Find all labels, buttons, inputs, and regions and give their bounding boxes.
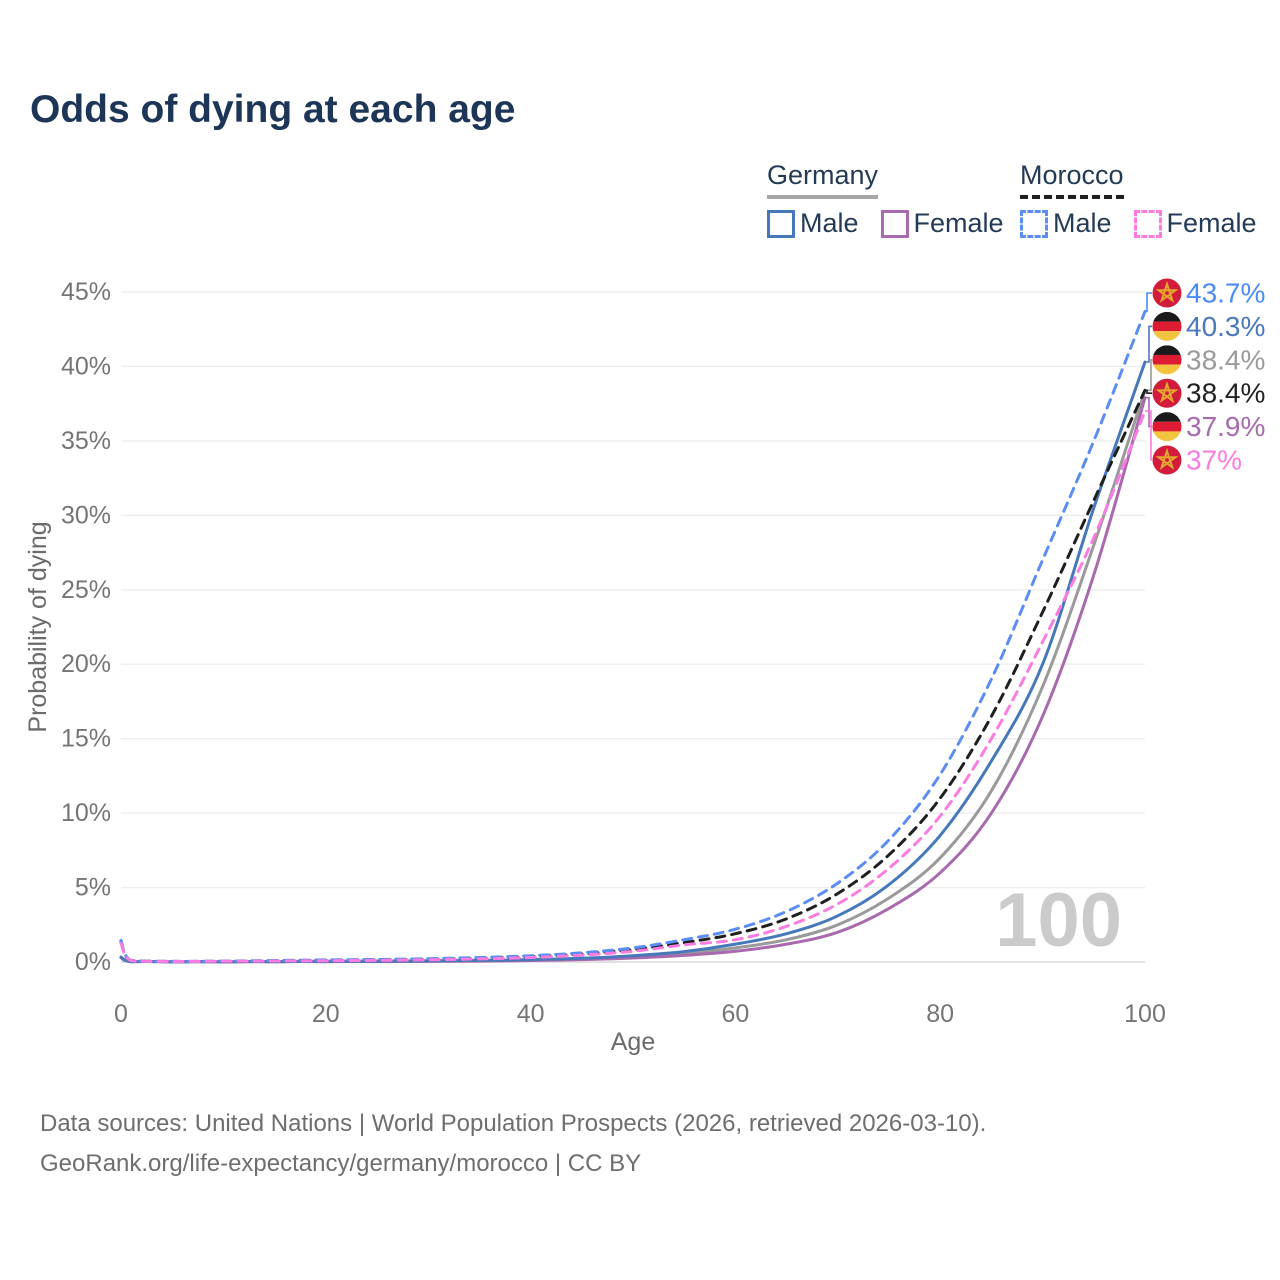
- legend-germany-male-label: Male: [800, 208, 859, 238]
- legend-germany-male[interactable]: Male: [767, 208, 859, 239]
- x-tick-label: 0: [114, 1000, 128, 1028]
- end-label-value-morocco-female: 37%: [1186, 445, 1242, 476]
- y-tick-label: 25%: [61, 576, 111, 604]
- germany-male-swatch-icon: [767, 209, 795, 238]
- legend-group-morocco: Morocco Male Female: [1020, 160, 1257, 239]
- data-sources-line1: Data sources: United Nations | World Pop…: [40, 1110, 987, 1137]
- plot-area[interactable]: [121, 292, 1145, 962]
- end-label-connector-morocco-female: [1145, 410, 1152, 461]
- x-axis-title: Age: [611, 1028, 655, 1056]
- morocco-flag-icon: [1152, 378, 1182, 408]
- series-line-morocco-male: [119, 309, 1147, 963]
- y-tick-label: 5%: [75, 874, 111, 902]
- series-line-morocco-female: [119, 409, 1147, 964]
- x-tick-label: 20: [312, 1000, 340, 1028]
- morocco-flag-icon: [1152, 278, 1182, 308]
- germany-female-swatch-icon: [880, 209, 909, 238]
- y-tick-label: 35%: [61, 427, 111, 455]
- legend-morocco-male-label: Male: [1053, 208, 1112, 238]
- end-label-value-germany-male: 40.3%: [1186, 311, 1265, 342]
- germany-flag-icon: [1152, 345, 1182, 375]
- y-tick-label: 45%: [61, 278, 111, 306]
- end-label-connector-germany-both: [1145, 359, 1152, 392]
- legend-germany-female-label: Female: [913, 208, 1004, 238]
- data-sources: Data sources: United Nations | World Pop…: [40, 1104, 986, 1184]
- end-label-value-morocco-both: 38.4%: [1186, 378, 1265, 409]
- data-sources-line2[interactable]: GeoRank.org/life-expectancy/germany/moro…: [40, 1150, 642, 1177]
- end-label-value-germany-both: 38.4%: [1186, 344, 1265, 375]
- x-tick-label: 40: [517, 1000, 545, 1028]
- page-title: Odds of dying at each age: [30, 88, 516, 131]
- morocco-flag-icon: [1152, 445, 1182, 475]
- series-line-morocco-both: [119, 388, 1147, 963]
- legend-morocco-male[interactable]: Male: [1020, 208, 1112, 239]
- legend-morocco-female-label: Female: [1166, 208, 1257, 238]
- x-tick-label: 100: [1124, 1000, 1166, 1028]
- end-label-value-germany-female: 37.9%: [1186, 411, 1265, 442]
- end-label-connector-morocco-male: [1145, 292, 1152, 313]
- y-tick-label: 40%: [61, 352, 111, 380]
- y-tick-label: 0%: [75, 948, 111, 976]
- morocco-female-swatch-icon: [1133, 209, 1162, 238]
- y-tick-label: 10%: [61, 799, 111, 827]
- legend-germany-header[interactable]: Germany: [767, 160, 879, 199]
- end-label-value-morocco-male: 43.7%: [1186, 278, 1265, 309]
- y-axis-title: Probability of dying: [24, 521, 52, 732]
- y-tick-label: 30%: [61, 501, 111, 529]
- y-tick-label: 15%: [61, 725, 111, 753]
- x-tick-label: 80: [926, 1000, 954, 1028]
- morocco-male-swatch-icon: [1020, 209, 1048, 238]
- hovered-age-watermark: 100: [995, 878, 1122, 963]
- legend-morocco-female[interactable]: Female: [1133, 208, 1257, 239]
- end-label-connector-morocco-both: [1145, 389, 1152, 394]
- y-tick-label: 20%: [61, 650, 111, 678]
- series-line-germany-male: [119, 360, 1147, 964]
- x-tick-label: 60: [721, 1000, 749, 1028]
- legend-group-germany: Germany Male Female: [767, 160, 1004, 239]
- germany-flag-icon: [1152, 412, 1182, 442]
- germany-flag-icon: [1152, 311, 1182, 341]
- end-label-connector-germany-male: [1145, 325, 1152, 363]
- legend-germany-female[interactable]: Female: [880, 208, 1004, 239]
- legend-morocco-header[interactable]: Morocco: [1020, 160, 1124, 199]
